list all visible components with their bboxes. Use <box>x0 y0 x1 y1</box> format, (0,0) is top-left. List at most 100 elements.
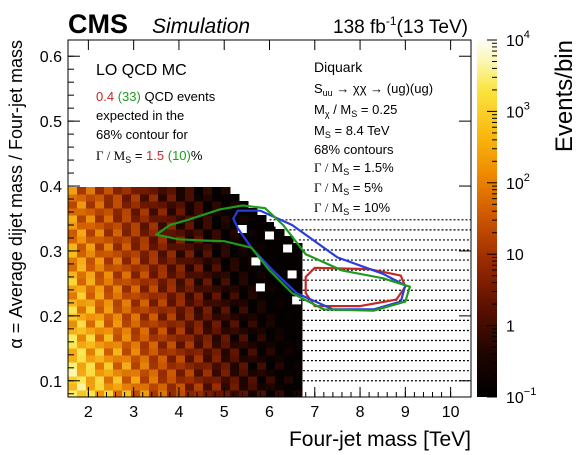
heatmap-cell <box>203 299 213 307</box>
heatmap-cell <box>104 341 114 349</box>
heatmap-cell <box>293 285 303 293</box>
empty-bin <box>292 296 302 305</box>
heatmap-cell <box>113 292 123 300</box>
heatmap-cell <box>239 257 249 265</box>
heatmap-cell <box>203 208 213 216</box>
heatmap-cell <box>140 201 150 209</box>
heatmap-cell <box>167 243 177 251</box>
heatmap-cell <box>167 250 177 258</box>
heatmap-cell <box>95 320 105 328</box>
y-tick-label: 0.2 <box>40 309 62 326</box>
heatmap-cell <box>194 257 204 265</box>
heatmap-cell <box>149 236 159 244</box>
heatmap-cell <box>149 390 159 398</box>
heatmap-cell <box>194 208 204 216</box>
heatmap-cell <box>230 243 240 251</box>
heatmap-cell <box>266 327 276 335</box>
heatmap-cell <box>104 306 114 314</box>
heatmap-cell <box>221 355 231 363</box>
heatmap-cell <box>203 201 213 209</box>
heatmap-cell <box>122 348 132 356</box>
heatmap-cell <box>158 243 168 251</box>
heatmap-cell <box>185 334 195 342</box>
x-tick-label: 2 <box>84 404 93 421</box>
heatmap-cell <box>185 348 195 356</box>
heatmap-cell <box>239 278 249 286</box>
heatmap-cell <box>131 208 141 216</box>
heatmap-cell <box>185 285 195 293</box>
heatmap-cell <box>122 187 132 195</box>
heatmap-cell <box>140 236 150 244</box>
heatmap-cell <box>158 194 168 202</box>
heatmap-cell <box>104 243 114 251</box>
heatmap-cell <box>104 278 114 286</box>
heatmap-cell <box>248 369 258 377</box>
heatmap-cell <box>158 229 168 237</box>
heatmap-cell <box>95 201 105 209</box>
heatmap-cell <box>176 271 186 279</box>
heatmap-cell <box>68 201 78 209</box>
heatmap-cell <box>248 327 258 335</box>
heatmap-cell <box>212 362 222 370</box>
heatmap-cell <box>230 222 240 230</box>
heatmap-cell <box>176 278 186 286</box>
heatmap-cell <box>158 320 168 328</box>
heatmap-cell <box>122 229 132 237</box>
cms-label: CMS <box>68 9 128 39</box>
heatmap-cell <box>203 222 213 230</box>
heatmap-cell <box>248 306 258 314</box>
heatmap-cell <box>284 348 294 356</box>
heatmap-cell <box>176 201 186 209</box>
heatmap-cell <box>230 299 240 307</box>
heatmap-cell <box>185 229 195 237</box>
heatmap-cell <box>140 215 150 223</box>
heatmap-cell <box>77 390 87 398</box>
heatmap-cell <box>284 236 294 244</box>
heatmap-cell <box>68 271 78 279</box>
x-tick-label: 4 <box>174 404 183 421</box>
heatmap-cell <box>221 334 231 342</box>
heatmap-cell <box>185 271 195 279</box>
heatmap-cell <box>212 355 222 363</box>
heatmap-cell <box>203 194 213 202</box>
heatmap-cell <box>95 334 105 342</box>
heatmap-cell <box>176 313 186 321</box>
heatmap-cell <box>221 187 231 195</box>
heatmap-cell <box>203 187 213 195</box>
heatmap-cell <box>284 362 294 370</box>
heatmap-cell <box>266 257 276 265</box>
heatmap-cell <box>284 341 294 349</box>
heatmap-cell <box>122 215 132 223</box>
heatmap-cell <box>257 264 267 272</box>
heatmap-cell <box>131 390 141 398</box>
heatmap-cell <box>149 243 159 251</box>
heatmap-cell <box>167 187 177 195</box>
heatmap-cell <box>221 327 231 335</box>
heatmap-cell <box>113 208 123 216</box>
heatmap-cell <box>176 306 186 314</box>
heatmap-cell <box>212 222 222 230</box>
heatmap-cell <box>149 376 159 384</box>
heatmap-cell <box>212 369 222 377</box>
heatmap-cell <box>212 243 222 251</box>
colorbar <box>477 40 497 397</box>
heatmap-cell <box>122 222 132 230</box>
heatmap-cell <box>140 278 150 286</box>
heatmap-cell <box>293 327 303 335</box>
heatmap-cell <box>194 271 204 279</box>
heatmap-cell <box>284 250 294 258</box>
heatmap-cell <box>113 243 123 251</box>
heatmap-cell <box>266 236 276 244</box>
heatmap-cell <box>167 271 177 279</box>
heatmap-cell <box>167 292 177 300</box>
heatmap-cell <box>194 362 204 370</box>
heatmap-cell <box>158 341 168 349</box>
heatmap-cell <box>230 250 240 258</box>
heatmap-cell <box>68 355 78 363</box>
heatmap-cell <box>140 299 150 307</box>
heatmap-cell <box>68 341 78 349</box>
heatmap-cell <box>113 327 123 335</box>
heatmap-cell <box>212 271 222 279</box>
heatmap-cell <box>68 194 78 202</box>
